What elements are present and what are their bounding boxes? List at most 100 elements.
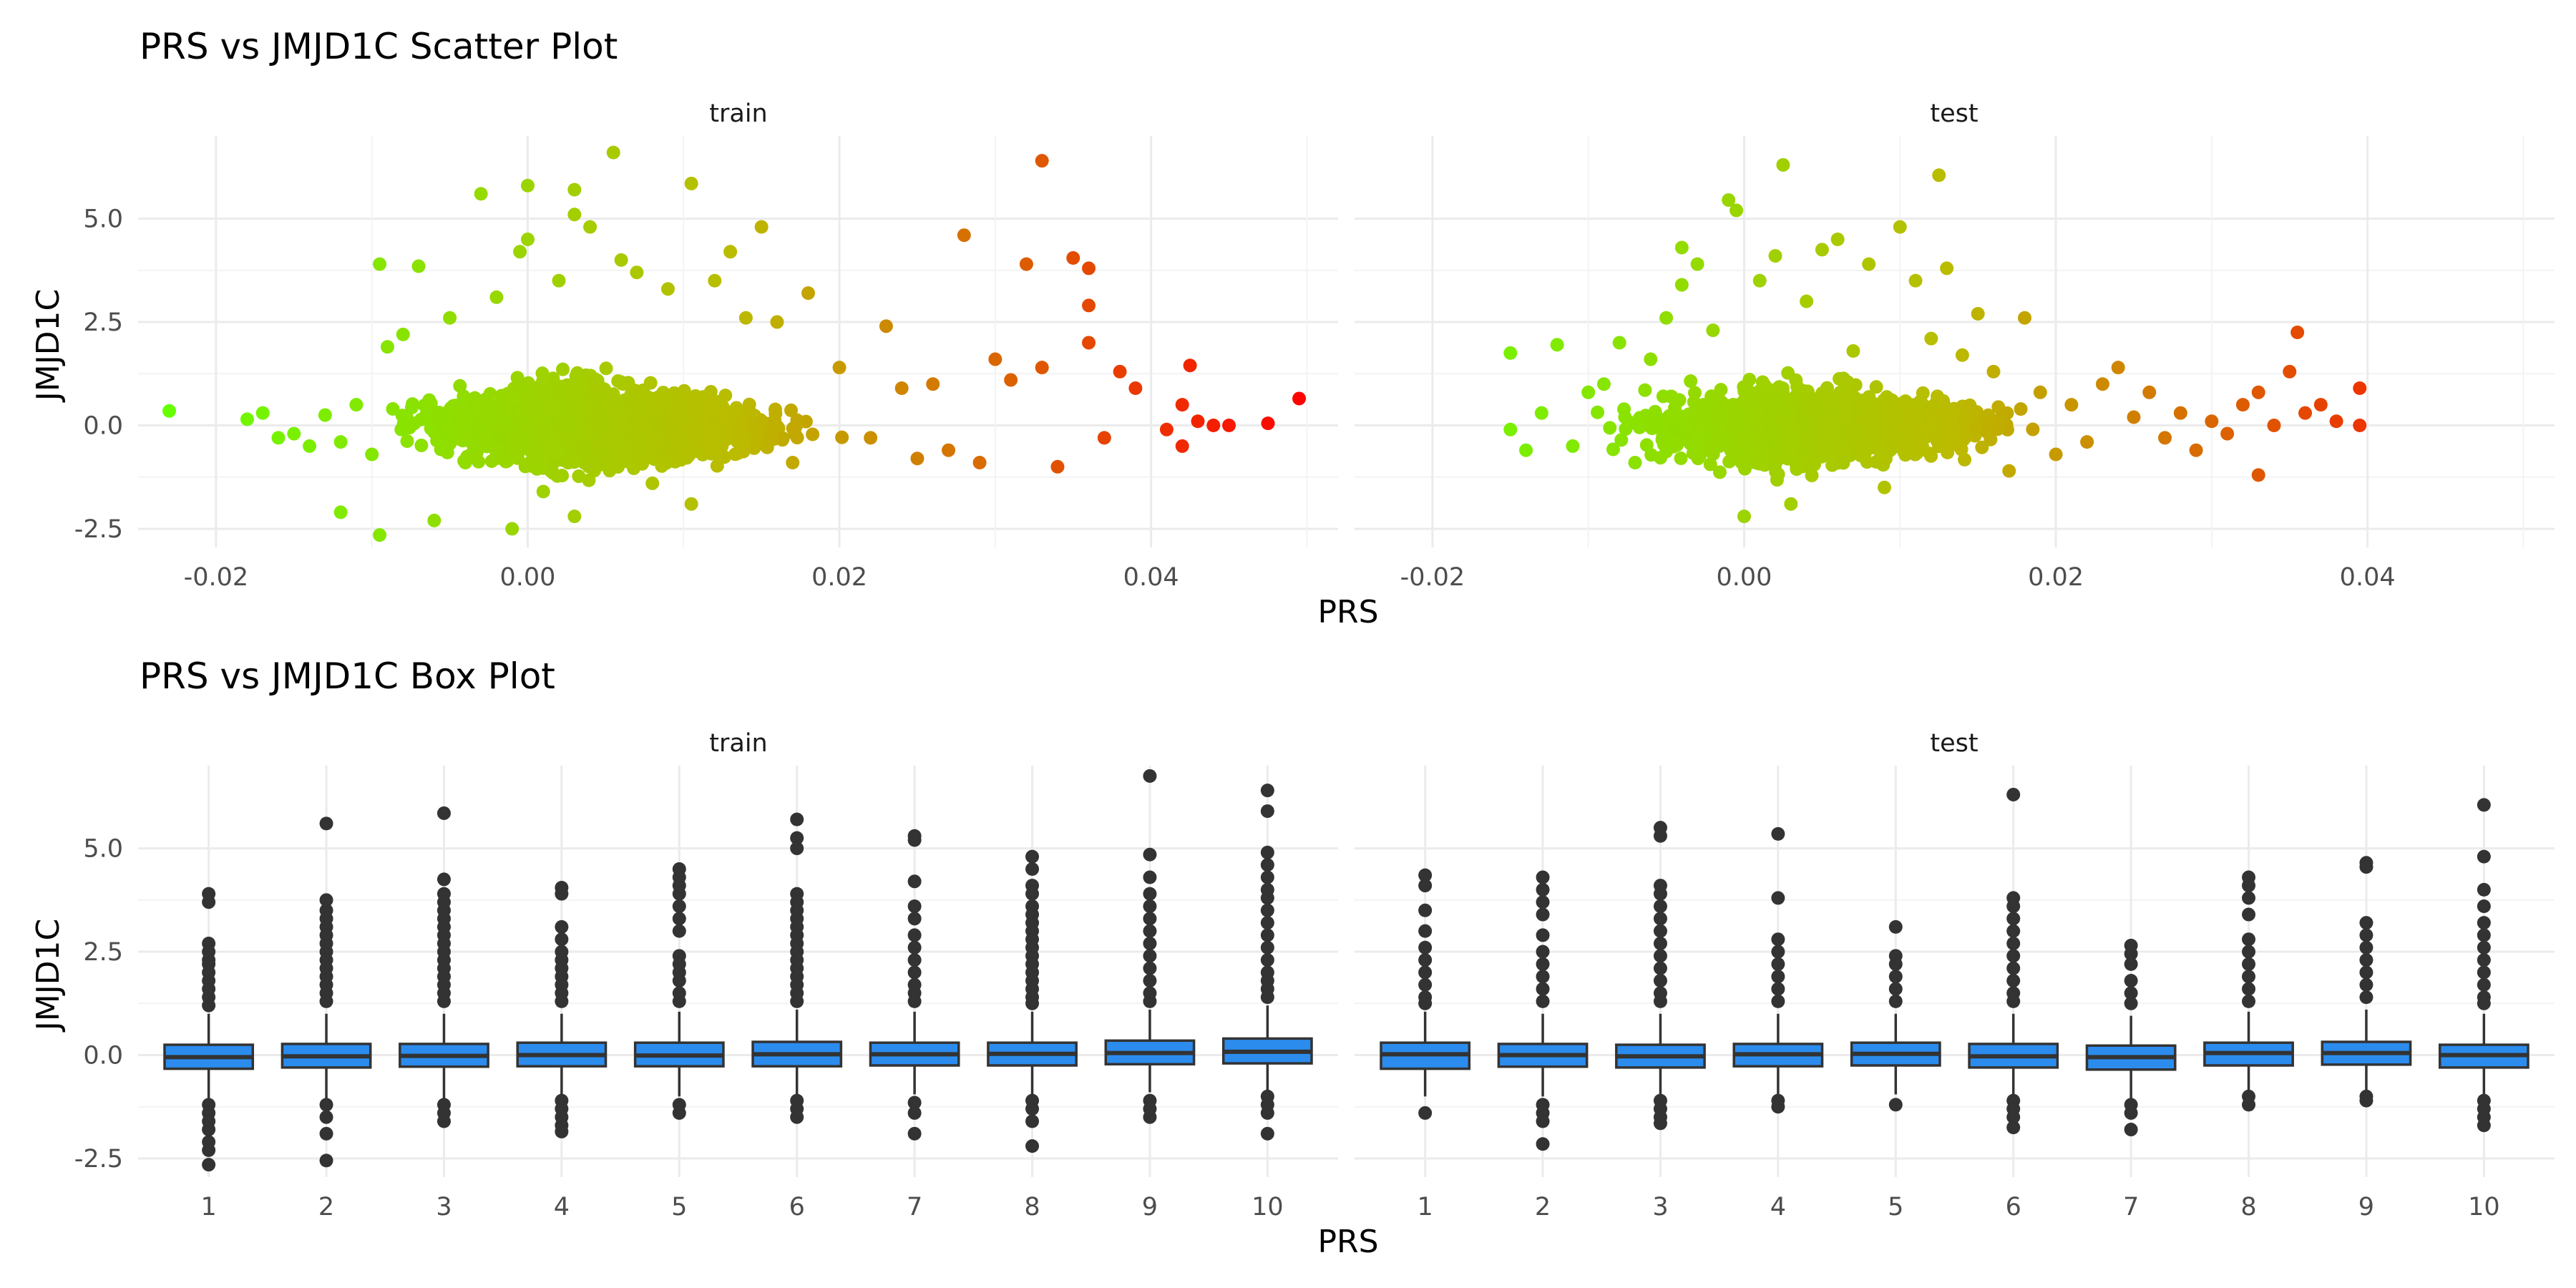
box-outlier-point — [555, 994, 569, 1008]
box-outlier-point — [2359, 977, 2373, 992]
scatter-point — [1874, 447, 1888, 462]
scatter-point — [492, 400, 506, 414]
scatter-point — [1503, 422, 1518, 436]
scatter-point — [1644, 352, 1658, 366]
box-outlier-point — [672, 994, 686, 1008]
box-outlier-point — [2124, 1123, 2138, 1137]
box-outlier-point — [1025, 1114, 1040, 1128]
scatter-point — [1957, 424, 1971, 439]
box-y-axis-label: JMJD1C — [30, 919, 67, 1033]
scatter-point — [2014, 402, 2028, 416]
box-outlier-point — [1536, 907, 1550, 922]
scatter-point — [1729, 203, 1744, 218]
scatter-point — [1550, 338, 1564, 352]
box-outlier-point — [907, 833, 922, 847]
scatter-point — [1830, 425, 1844, 439]
box-outlier-point — [1418, 868, 1433, 882]
scatter-point — [489, 290, 504, 304]
scatter-y-tick-label: 0.0 — [83, 412, 123, 441]
box-outlier-point — [1143, 936, 1157, 950]
box-outlier-point — [672, 912, 686, 926]
scatter-point — [764, 429, 779, 443]
box-outlier-point — [2477, 940, 2491, 955]
box-outlier-point — [1143, 847, 1157, 862]
scatter-point — [2267, 419, 2281, 433]
scatter-point — [1908, 273, 1923, 288]
scatter-point — [708, 273, 722, 288]
scatter-point — [1737, 384, 1752, 399]
scatter-point — [318, 408, 332, 422]
scatter-point — [652, 417, 666, 431]
scatter-point — [835, 430, 849, 444]
box-outlier-point — [2006, 899, 2021, 913]
scatter-point — [690, 401, 704, 415]
scatter-point — [453, 379, 467, 393]
scatter-point — [747, 419, 761, 433]
box-outlier-point — [1143, 887, 1157, 901]
scatter-point — [2095, 377, 2109, 391]
box-x-tick-label: 5 — [671, 1193, 687, 1221]
scatter-point — [2298, 406, 2313, 420]
scatter-point — [396, 327, 410, 341]
box-outlier-point — [1143, 974, 1157, 988]
scatter-point — [1800, 294, 1814, 308]
scatter-point — [1004, 373, 1018, 387]
box-x-axis-label: PRS — [1317, 1224, 1378, 1260]
box-outlier-point — [790, 812, 804, 826]
scatter-point — [2026, 422, 2040, 436]
box-outlier-point — [2477, 916, 2491, 930]
box-outlier-point — [1771, 970, 1785, 984]
box-outlier-point — [2242, 907, 2256, 922]
scatter-point — [479, 425, 494, 439]
scatter-point — [1713, 406, 1727, 420]
scatter-point — [1674, 240, 1689, 255]
scatter-x-tick-label: 0.02 — [811, 563, 867, 592]
scatter-point — [572, 469, 586, 484]
box-outlier-point — [1143, 870, 1157, 884]
scatter-point — [1035, 361, 1049, 375]
box-outlier-point — [1536, 945, 1550, 959]
scatter-point — [510, 371, 525, 385]
scatter-point — [2329, 414, 2343, 429]
scatter-point — [1639, 438, 1654, 452]
scatter-point — [1790, 462, 1804, 477]
scatter-point — [770, 315, 784, 329]
box-outlier-point — [1260, 916, 1274, 930]
scatter-point — [520, 178, 535, 192]
box-outlier-point — [202, 1158, 216, 1172]
scatter-point — [1954, 442, 1968, 457]
scatter-point — [333, 435, 348, 449]
scatter-point — [706, 415, 721, 429]
box-outlier-point — [1260, 940, 1274, 955]
box-outlier-point — [672, 1106, 686, 1120]
scatter-point — [1849, 425, 1863, 439]
scatter-point — [659, 390, 673, 404]
box-outlier-point — [2359, 928, 2373, 942]
box-outlier-point — [1418, 924, 1433, 938]
box-outlier-point — [1260, 870, 1274, 884]
box-outlier-point — [907, 928, 922, 942]
scatter-point — [728, 447, 742, 462]
scatter-point — [1603, 421, 1617, 435]
scatter-point — [1856, 436, 1870, 451]
box-outlier-point — [2359, 990, 2373, 1005]
box-outlier-point — [202, 998, 216, 1013]
scatter-point — [1159, 422, 1174, 436]
scatter-point — [2220, 426, 2235, 441]
box-outlier-point — [2242, 970, 2256, 984]
scatter-point — [255, 406, 270, 420]
box-y-tick-label: -2.5 — [74, 1145, 123, 1174]
box-outlier-point — [907, 940, 922, 955]
scatter-point — [610, 433, 624, 447]
scatter-point — [1691, 452, 1705, 466]
box-outlier-point — [1536, 1137, 1550, 1151]
box-outlier-point — [1771, 982, 1785, 996]
scatter-point — [613, 404, 627, 419]
scatter-point — [1722, 193, 1736, 208]
box-outlier-point — [2006, 912, 2021, 926]
scatter-point — [509, 431, 524, 445]
scatter-point — [704, 447, 718, 461]
scatter-point — [2251, 385, 2265, 399]
box-outlier-point — [1771, 826, 1785, 841]
